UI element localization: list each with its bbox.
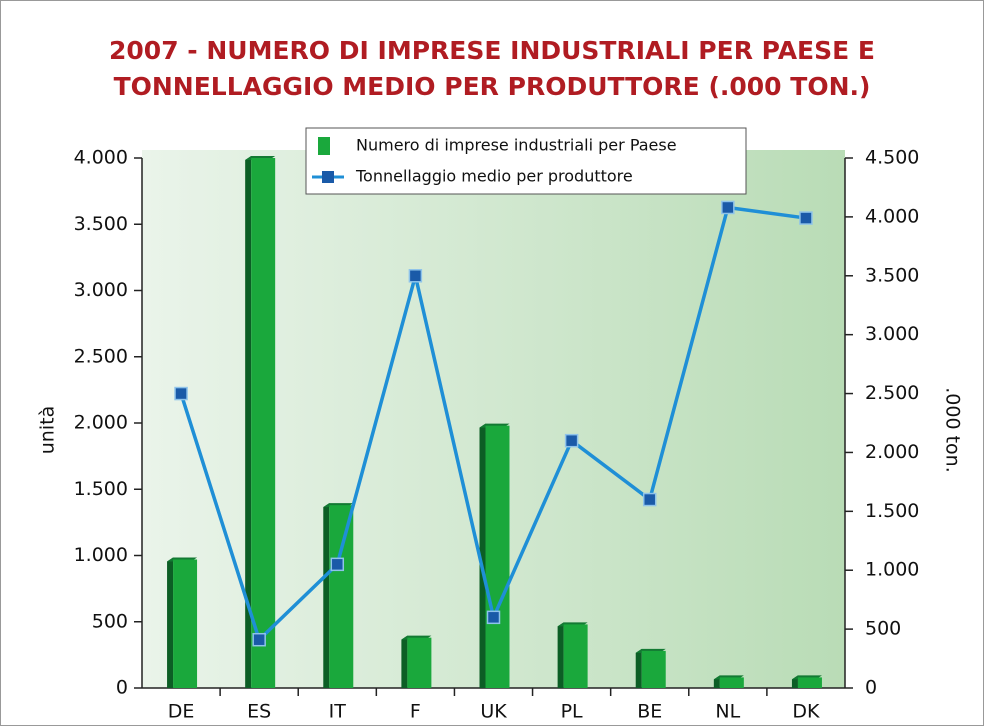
y-tick-label: 0 xyxy=(116,677,128,699)
bar-side xyxy=(401,635,408,688)
bar-side xyxy=(557,622,564,688)
x-tick-label: UK xyxy=(480,701,507,723)
bar xyxy=(407,637,432,688)
y2-tick-label: 3.500 xyxy=(865,264,919,286)
y2-tick-label: 4.000 xyxy=(865,205,919,227)
bar xyxy=(797,677,822,688)
bar xyxy=(251,158,276,688)
bar xyxy=(329,505,354,688)
legend-label: Tonnellaggio medio per produttore xyxy=(355,167,633,186)
y2-tick-label: 2.000 xyxy=(865,441,919,463)
chart-title: 2007 - NUMERO DI IMPRESE INDUSTRIALI PER… xyxy=(109,36,875,65)
bar-side xyxy=(635,648,642,688)
y2-tick-label: 1.500 xyxy=(865,500,919,522)
x-tick-label: IT xyxy=(329,701,347,723)
bar-side xyxy=(245,156,252,688)
y-tick-label: 1.500 xyxy=(74,478,128,500)
legend-label: Numero di imprese industriali per Paese xyxy=(356,136,677,155)
line-marker xyxy=(330,557,345,572)
legend-swatch xyxy=(318,137,330,155)
line-marker xyxy=(642,492,657,507)
bar-side xyxy=(323,503,330,688)
legend-swatch xyxy=(322,171,334,183)
legend-box xyxy=(305,127,747,195)
bar xyxy=(719,677,744,688)
bar-side xyxy=(167,557,174,688)
y2-tick-label: 2.500 xyxy=(865,382,919,404)
bar xyxy=(563,624,588,688)
y-tick-label: 1.000 xyxy=(74,544,128,566)
x-tick-label: ES xyxy=(247,701,271,723)
y-tick-label: 3.000 xyxy=(74,279,128,301)
line-marker xyxy=(252,632,266,647)
legend: Numero di imprese industriali per Paese T… xyxy=(305,127,747,195)
x-tick-label: DE xyxy=(168,701,195,723)
y2-axis-label: .000 ton. xyxy=(942,387,964,473)
x-tick-label: DK xyxy=(792,701,820,723)
y-tick-label: 4.000 xyxy=(74,147,128,169)
y2-tick-label: 1.000 xyxy=(865,559,919,581)
line-marker xyxy=(486,610,501,625)
x-tick-label: F xyxy=(410,701,421,723)
bar xyxy=(173,559,198,688)
bar xyxy=(485,425,510,688)
y2-tick-label: 3.000 xyxy=(865,323,919,345)
x-tick-label: BE xyxy=(637,701,662,723)
x-tick-label: PL xyxy=(561,701,583,723)
y-tick-label: 3.500 xyxy=(74,213,128,235)
y-axis-label: unità xyxy=(37,406,59,454)
x-tick-label: NL xyxy=(715,701,740,723)
y-tick-label: 2.500 xyxy=(74,345,128,367)
line-marker xyxy=(721,200,735,215)
y-tick-label: 2.000 xyxy=(74,412,128,434)
chart-title: TONNELLAGGIO MEDIO PER PRODUTTORE (.000 … xyxy=(114,72,871,101)
y2-tick-label: 500 xyxy=(865,618,901,640)
y-tick-label: 500 xyxy=(92,610,128,632)
line-marker xyxy=(174,386,188,401)
line-marker xyxy=(564,433,579,448)
bar-side xyxy=(479,423,486,688)
y2-tick-label: 0 xyxy=(865,677,877,699)
line-marker xyxy=(799,211,813,225)
y2-tick-label: 4.500 xyxy=(865,147,919,169)
bar xyxy=(641,650,666,688)
line-marker xyxy=(408,269,423,283)
